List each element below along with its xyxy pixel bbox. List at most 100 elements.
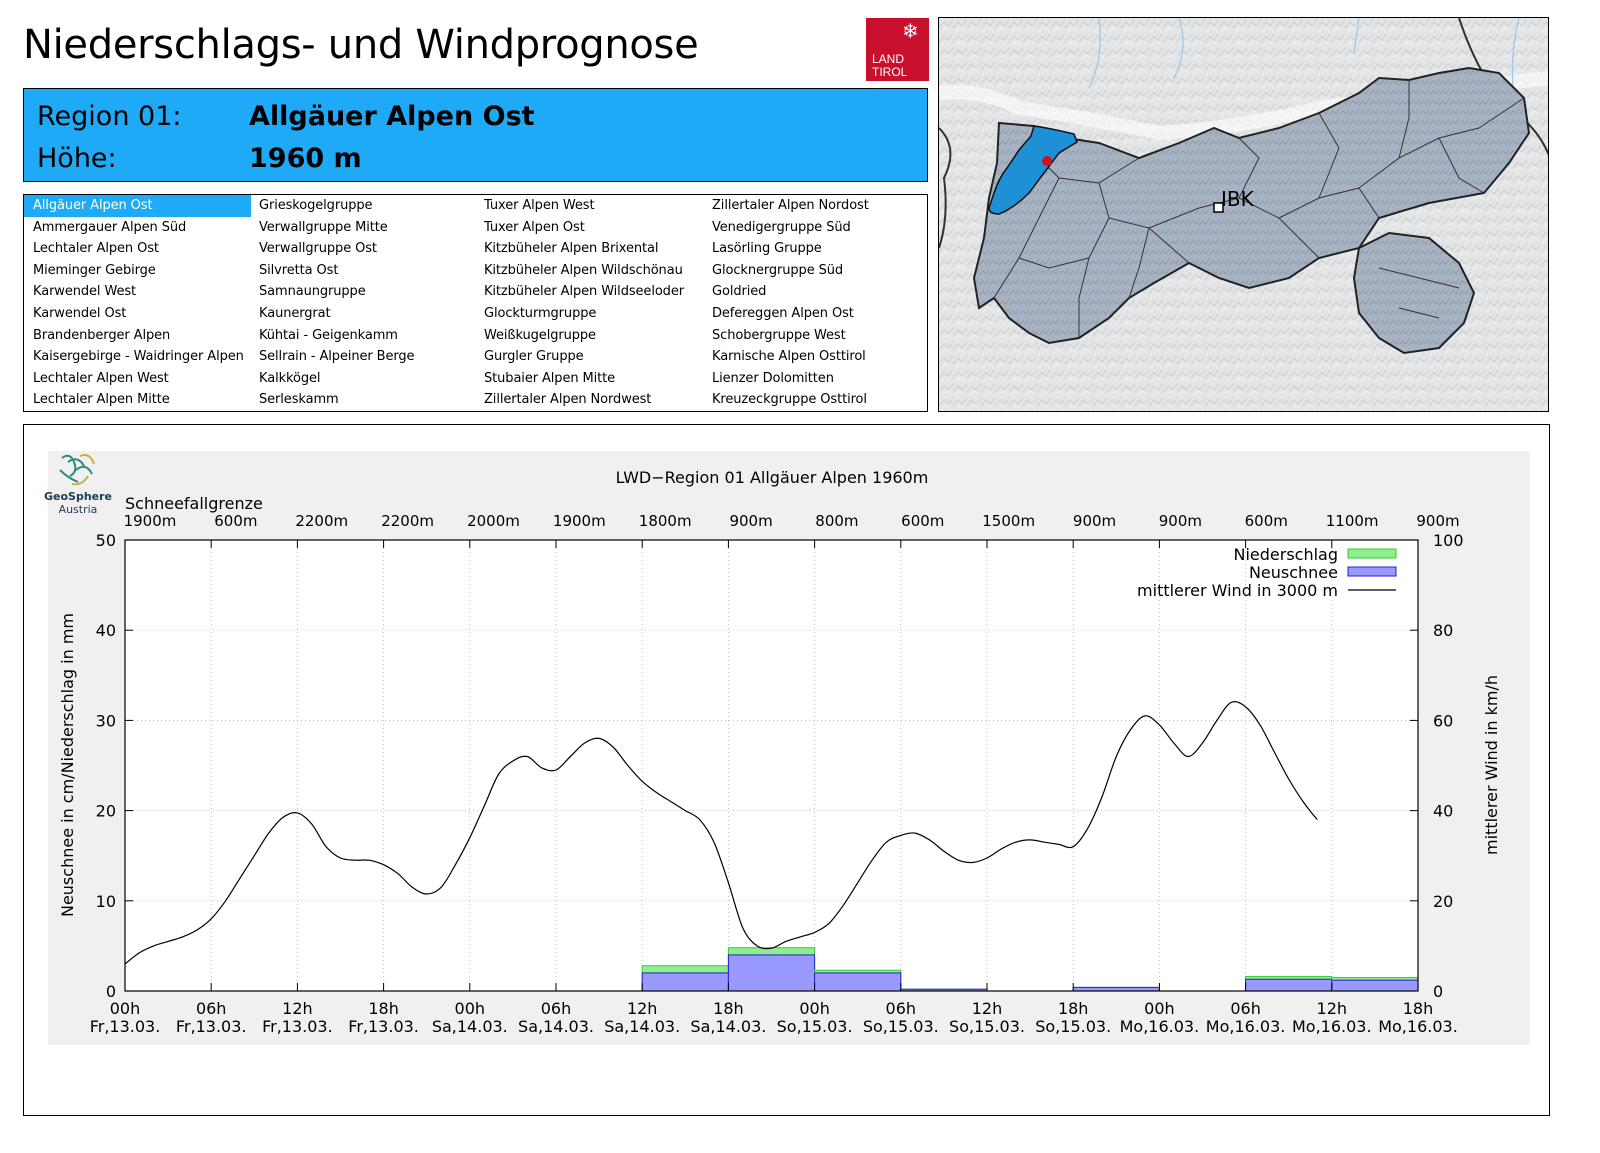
- snowline-label: 2200m: [381, 512, 434, 530]
- region-list-item[interactable]: Kaisergebirge - Waidringer Alpen: [33, 349, 244, 365]
- region-list-item[interactable]: Verwallgruppe Ost: [259, 241, 377, 257]
- region-list-item[interactable]: Stubaier Alpen Mitte: [484, 370, 616, 386]
- x-tick-time: 00h: [110, 999, 141, 1018]
- region-list-item[interactable]: Grieskogelgruppe: [259, 198, 373, 213]
- x-tick-date: Fr,13.03.: [348, 1017, 419, 1036]
- region-list-item[interactable]: Kitzbüheler Alpen Wildseeloder: [484, 284, 684, 300]
- region-list-item[interactable]: Lechtaler Alpen Mitte: [33, 392, 170, 408]
- chart-frame: [23, 424, 1550, 1116]
- x-tick-date: Fr,13.03.: [90, 1017, 161, 1036]
- region-list-item[interactable]: Kitzbüheler Alpen Brixental: [484, 241, 659, 257]
- region-list-item[interactable]: Zillertaler Alpen Nordost: [712, 198, 869, 213]
- y-tick-left: 20: [96, 802, 116, 821]
- legend-niederschlag-label: Niederschlag: [1233, 545, 1338, 564]
- region-list-item[interactable]: Mieminger Gebirge: [33, 262, 156, 278]
- region-list-item[interactable]: Lasörling Gruppe: [712, 241, 822, 257]
- region-list-item[interactable]: Venedigergruppe Süd: [712, 219, 851, 235]
- snowline-labels: 1900m 600m 2200m 2200m 2000m 1900m 1800m 900m 80…: [124, 512, 1460, 530]
- region-list-item[interactable]: Serleskamm: [259, 392, 339, 408]
- neuschnee-bar: [1331, 979, 1419, 992]
- page-title: Niederschlags- und Windprognose: [23, 22, 699, 68]
- plot-border: [124, 539, 1419, 992]
- region-list-item[interactable]: Kalkkögel: [259, 370, 321, 386]
- wind-line: [124, 701, 1318, 965]
- y-tick-left: 0: [106, 982, 116, 1001]
- y-tick-right: 0: [1433, 982, 1443, 1001]
- region-list-item[interactable]: Silvretta Ost: [259, 262, 339, 278]
- region-list-item[interactable]: Ammergauer Alpen Süd: [33, 219, 187, 235]
- x-tick-date: Mo,16.03.: [1206, 1017, 1286, 1036]
- region-list-item-selected[interactable]: Allgäuer Alpen Ost: [24, 195, 251, 217]
- region-list-item[interactable]: Lechtaler Alpen Ost: [33, 241, 159, 257]
- region-list-item[interactable]: Tuxer Alpen West: [484, 198, 595, 213]
- region-list-item[interactable]: Verwallgruppe Mitte: [259, 219, 388, 235]
- tirol-north: [972, 66, 1531, 345]
- region-list-item[interactable]: Glocknergruppe Süd: [712, 262, 844, 278]
- region-list: Allgäuer Alpen Ost Ammergauer Alpen Süd …: [23, 194, 928, 412]
- snowline-title: Schneefallgrenze: [125, 494, 263, 513]
- region-list-item[interactable]: Tuxer Alpen Ost: [484, 219, 585, 235]
- x-tick-date: Sa,14.03.: [690, 1017, 766, 1036]
- region-list-item[interactable]: Kaunergrat: [259, 305, 331, 321]
- x-tick-date: So,15.03.: [863, 1017, 939, 1036]
- snowline-label: 900m: [1073, 512, 1116, 530]
- region-list-item[interactable]: Sellrain - Alpeiner Berge: [259, 349, 415, 365]
- tirol-region-map[interactable]: IBK: [938, 17, 1549, 412]
- y-tick-left: 40: [96, 621, 116, 640]
- region-list-item[interactable]: Brandenberger Alpen: [33, 327, 171, 343]
- region-list-item[interactable]: Karnische Alpen Osttirol: [712, 349, 866, 365]
- x-tick-time: 18h: [1058, 999, 1089, 1018]
- snowline-label: 900m: [1416, 512, 1459, 530]
- land-tirol-logo: ❄ LAND TIROL: [866, 18, 929, 81]
- legend-wind-label: mittlerer Wind in 3000 m: [1137, 581, 1338, 600]
- region-list-item[interactable]: Weißkugelgruppe: [484, 327, 596, 343]
- selected-region-shape[interactable]: [988, 125, 1078, 215]
- y-tick-left: 30: [96, 711, 116, 730]
- x-tick-date: So,15.03.: [949, 1017, 1025, 1036]
- region-list-column-4: Zillertaler Alpen Nordost Venedigergrupp…: [703, 195, 869, 411]
- neuschnee-bar: [727, 954, 816, 992]
- x-tick-time: 12h: [627, 999, 658, 1018]
- logo-line2: TIROL: [872, 65, 908, 79]
- x-tick-time: 00h: [1144, 999, 1175, 1018]
- region-list-item[interactable]: Goldried: [712, 284, 767, 300]
- map-svg: IBK: [939, 18, 1548, 411]
- snowline-label: 2000m: [467, 512, 520, 530]
- snowline-label: 800m: [815, 512, 858, 530]
- x-tick-time: 06h: [541, 999, 572, 1018]
- x-tick-time: 12h: [972, 999, 1003, 1018]
- region-list-item[interactable]: Lienzer Dolomitten: [712, 370, 834, 386]
- region-list-column-2: Grieskogelgruppe Verwallgruppe Mitte Ver…: [250, 195, 415, 411]
- region-list-item[interactable]: Kitzbüheler Alpen Wildschönau: [484, 262, 683, 278]
- neuschnee-bar: [641, 972, 729, 992]
- region-list-item[interactable]: Samnaungruppe: [259, 284, 366, 300]
- region-list-item[interactable]: Karwendel Ost: [33, 305, 127, 321]
- region-list-item[interactable]: Zillertaler Alpen Nordwest: [484, 392, 652, 408]
- legend-neuschnee-label: Neuschnee: [1249, 563, 1338, 582]
- y-tick-left: 50: [96, 531, 116, 550]
- region-label: Region 01:: [37, 101, 182, 132]
- region-list-item[interactable]: Karwendel West: [33, 284, 137, 300]
- y-axis-left-label: Neuschnee in cm/Niederschlag in mm: [58, 613, 77, 917]
- y-axis-right-label: mittlerer Wind in km/h: [1482, 675, 1501, 855]
- y-tick-left: 10: [96, 892, 116, 911]
- tirol-east: [1352, 231, 1476, 355]
- x-tick-time: 06h: [1230, 999, 1261, 1018]
- region-list-item[interactable]: Glockturmgruppe: [484, 305, 597, 321]
- snowline-label: 1100m: [1326, 512, 1379, 530]
- region-list-item[interactable]: Lechtaler Alpen West: [33, 370, 169, 386]
- neuschnee-bar: [1245, 978, 1333, 992]
- logo-line1: LAND: [872, 52, 905, 66]
- region-location-marker: [1042, 156, 1052, 166]
- region-list-item[interactable]: Defereggen Alpen Ost: [712, 305, 854, 321]
- legend-neuschnee-swatch: [1347, 566, 1397, 577]
- region-list-item[interactable]: Schobergruppe West: [712, 327, 846, 343]
- region-list-item[interactable]: Kühtai - Geigenkamm: [259, 327, 398, 343]
- region-info-box: Region 01: Allgäuer Alpen Ost Höhe: 1960…: [23, 88, 928, 182]
- geosphere-name: GeoSphere: [43, 490, 113, 503]
- x-tick-date: Fr,13.03.: [262, 1017, 333, 1036]
- x-tick-date: Sa,14.03.: [604, 1017, 680, 1036]
- region-list-item[interactable]: Gurgler Gruppe: [484, 349, 584, 365]
- region-list-item[interactable]: Kreuzeckgruppe Osttirol: [712, 392, 867, 408]
- ibk-label: IBK: [1221, 187, 1255, 211]
